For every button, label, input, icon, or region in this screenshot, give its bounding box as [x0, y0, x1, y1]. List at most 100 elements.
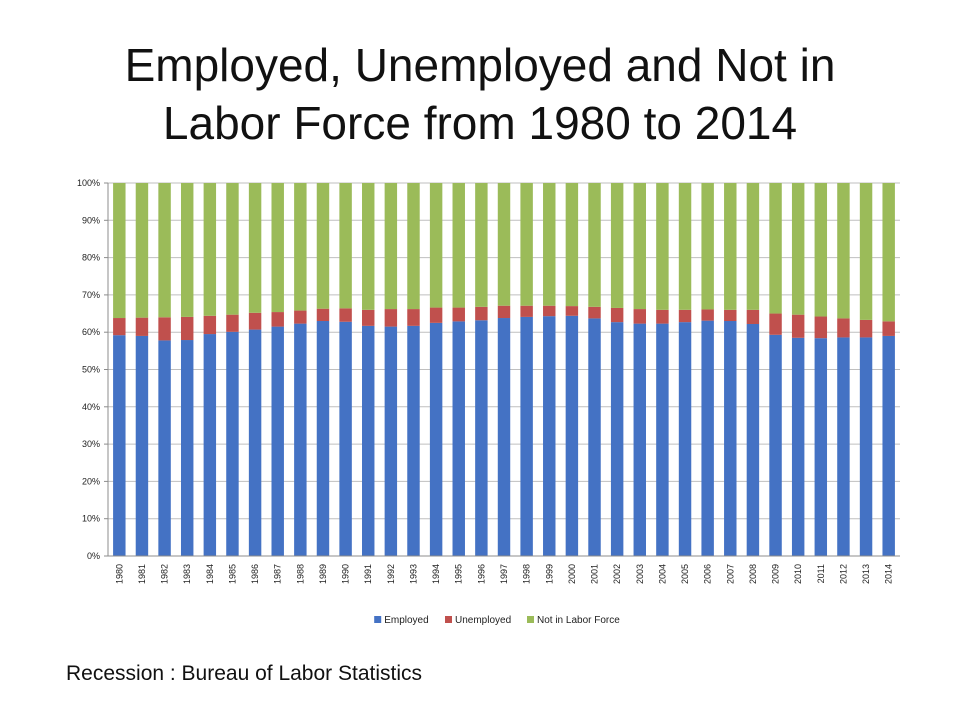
bar-employed-2009 — [769, 334, 782, 556]
x-tick-label: 2009 — [771, 564, 781, 584]
x-tick-label: 1986 — [250, 564, 260, 584]
bar-not-in-labor-force-1987 — [271, 183, 284, 313]
x-tick-label: 2010 — [793, 564, 803, 584]
x-tick-label: 2013 — [861, 564, 871, 584]
bar-employed-2003 — [633, 323, 646, 556]
bar-employed-2010 — [791, 337, 805, 556]
bar-not-in-labor-force-2013 — [859, 183, 873, 320]
x-tick-label: 2006 — [703, 564, 713, 584]
chart-title: Employed, Unemployed and Not in Labor Fo… — [40, 36, 920, 152]
bar-unemployed-2005 — [678, 309, 692, 323]
x-tick-label: 1987 — [273, 564, 283, 584]
bar-not-in-labor-force-2014 — [882, 183, 895, 322]
bar-not-in-labor-force-2001 — [588, 183, 601, 307]
legend-swatch-unemployed — [445, 616, 452, 623]
x-tick-label: 2002 — [612, 564, 622, 584]
bar-not-in-labor-force-1992 — [384, 183, 398, 310]
bar-unemployed-2012 — [837, 318, 850, 338]
bar-employed-1998 — [520, 316, 533, 556]
bar-employed-2012 — [837, 337, 850, 556]
bar-unemployed-1988 — [294, 310, 307, 324]
bar-not-in-labor-force-1994 — [429, 183, 443, 308]
y-tick-label: 80% — [82, 253, 100, 263]
y-tick-label: 70% — [82, 290, 100, 300]
bar-not-in-labor-force-2003 — [633, 183, 646, 310]
bar-unemployed-2000 — [565, 306, 579, 316]
bar-unemployed-2014 — [882, 321, 895, 336]
bar-unemployed-2006 — [701, 309, 714, 321]
bar-not-in-labor-force-1980 — [113, 183, 126, 319]
x-tick-label: 2014 — [884, 564, 894, 584]
bar-employed-1988 — [294, 323, 307, 556]
bar-employed-2004 — [656, 323, 669, 556]
legend-label-not-in-labor-force: Not in Labor Force — [537, 615, 620, 626]
bar-unemployed-2004 — [656, 309, 669, 324]
bar-employed-1990 — [339, 321, 352, 556]
bar-employed-2006 — [701, 320, 714, 556]
bar-unemployed-1980 — [113, 318, 126, 336]
y-tick-label: 100% — [77, 178, 100, 188]
legend-label-employed: Employed — [384, 615, 428, 626]
bar-unemployed-1992 — [384, 309, 398, 327]
bar-unemployed-1990 — [339, 308, 352, 322]
bar-employed-2005 — [678, 322, 692, 556]
bar-not-in-labor-force-1991 — [362, 183, 375, 310]
bar-not-in-labor-force-2004 — [656, 183, 669, 310]
legend-label-unemployed: Unemployed — [455, 615, 511, 626]
y-tick-label: 50% — [82, 365, 100, 375]
bar-not-in-labor-force-2007 — [724, 183, 737, 310]
bar-not-in-labor-force-1983 — [180, 183, 194, 317]
bar-not-in-labor-force-1993 — [407, 183, 420, 310]
bar-unemployed-1986 — [248, 312, 262, 330]
bar-employed-1981 — [135, 335, 149, 556]
bar-not-in-labor-force-1984 — [203, 183, 217, 316]
x-tick-label: 1991 — [363, 564, 373, 584]
bar-employed-2001 — [588, 318, 601, 556]
x-tick-label: 1999 — [544, 564, 554, 584]
bar-unemployed-2007 — [724, 309, 737, 322]
bar-not-in-labor-force-1996 — [475, 183, 488, 307]
bar-unemployed-1982 — [158, 317, 171, 341]
bar-employed-1991 — [362, 325, 375, 556]
bar-unemployed-2013 — [859, 319, 873, 338]
bar-employed-1985 — [226, 331, 239, 556]
bar-unemployed-1985 — [226, 314, 239, 332]
y-tick-label: 40% — [82, 402, 100, 412]
bar-employed-1983 — [180, 340, 194, 556]
bar-not-in-labor-force-1988 — [294, 183, 307, 311]
bar-unemployed-1994 — [429, 307, 443, 323]
legend-swatch-not-in-labor-force — [527, 616, 534, 623]
y-tick-label: 30% — [82, 439, 100, 449]
bar-unemployed-1993 — [407, 309, 420, 326]
x-tick-label: 1992 — [386, 564, 396, 584]
bar-not-in-labor-force-1981 — [135, 183, 149, 318]
x-tick-label: 1983 — [182, 564, 192, 584]
bar-unemployed-1998 — [520, 305, 533, 317]
bar-employed-1986 — [248, 329, 262, 556]
x-tick-label: 1980 — [114, 564, 124, 584]
bar-employed-1993 — [407, 325, 420, 556]
bar-unemployed-1981 — [135, 317, 149, 336]
y-tick-label: 10% — [82, 514, 100, 524]
bar-unemployed-1983 — [180, 316, 194, 341]
x-tick-label: 1984 — [205, 564, 215, 584]
bar-not-in-labor-force-1997 — [497, 183, 511, 306]
bar-not-in-labor-force-2009 — [769, 183, 782, 314]
x-tick-label: 1989 — [318, 564, 328, 584]
x-tick-label: 1995 — [454, 564, 464, 584]
x-tick-label: 2008 — [748, 564, 758, 584]
bar-employed-1994 — [429, 322, 443, 557]
bar-not-in-labor-force-1995 — [452, 183, 465, 308]
x-tick-label: 1993 — [408, 564, 418, 584]
bar-not-in-labor-force-2012 — [837, 183, 850, 319]
bar-unemployed-1997 — [497, 305, 511, 319]
x-tick-label: 1981 — [137, 564, 147, 584]
bar-not-in-labor-force-1999 — [543, 183, 556, 306]
axes: 0% 10% 20% 30% 40% 50% 60% 70% 80% 90% 100% 1980 198… — [77, 178, 900, 584]
bar-unemployed-2003 — [633, 309, 646, 324]
x-tick-label: 1985 — [227, 564, 237, 584]
source-note: Recession : Bureau of Labor Statistics — [66, 662, 423, 685]
bar-unemployed-2001 — [588, 306, 601, 319]
bar-employed-1999 — [543, 316, 556, 556]
